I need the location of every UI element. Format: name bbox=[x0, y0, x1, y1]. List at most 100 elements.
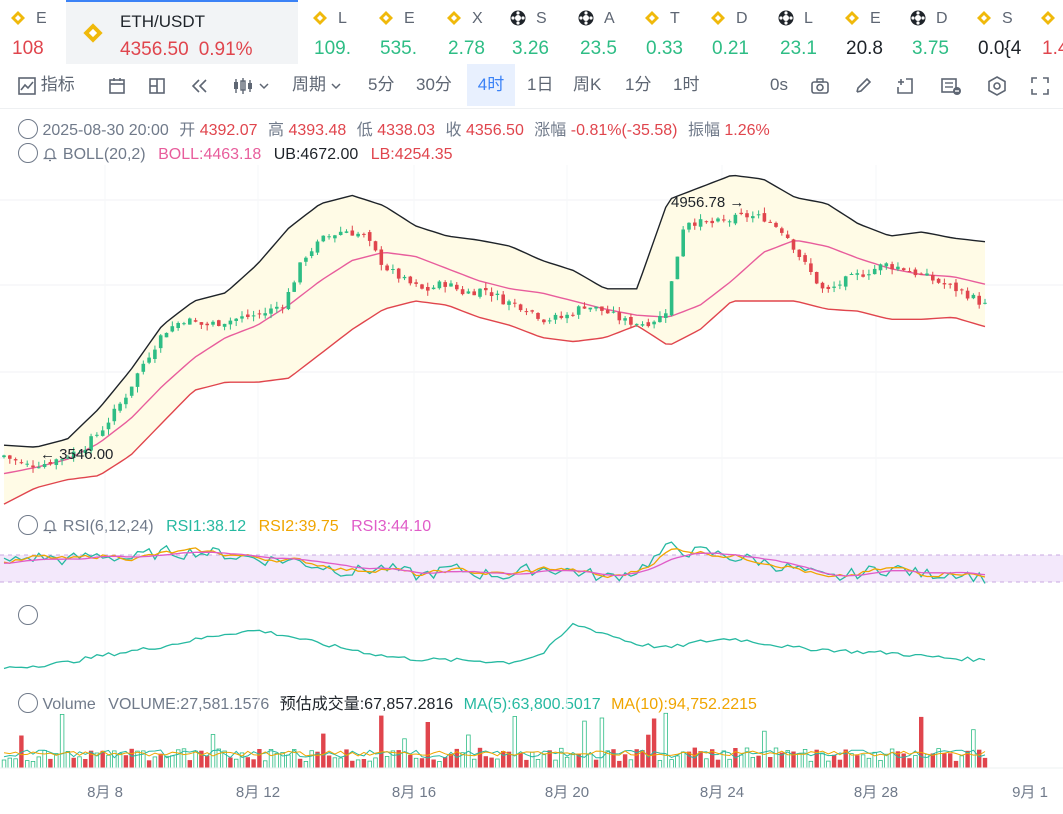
x-axis-tick-label: 9月 1 bbox=[1012, 784, 1048, 801]
candle-body bbox=[553, 314, 558, 320]
volume-bar bbox=[286, 754, 291, 769]
volume-bar bbox=[959, 755, 964, 769]
indicators-button[interactable]: 指标 bbox=[18, 64, 75, 106]
volume-bar bbox=[437, 761, 442, 769]
candle-body bbox=[222, 323, 227, 327]
volume-bar bbox=[663, 712, 668, 769]
candle-body bbox=[565, 314, 569, 319]
volume-bar bbox=[651, 718, 657, 769]
ticker-item[interactable]: D 0.21 bbox=[700, 0, 760, 64]
settings-icon[interactable] bbox=[987, 64, 1007, 106]
replay-icon[interactable] bbox=[190, 64, 210, 106]
add-window-icon[interactable] bbox=[896, 64, 914, 106]
active-ticker-tab[interactable]: ETH/USDT 4356.50 0.91% bbox=[66, 0, 298, 64]
candle-body bbox=[501, 294, 505, 305]
ticker-price: 3.26 bbox=[512, 38, 549, 59]
candle-body bbox=[176, 323, 180, 328]
fullscreen-icon[interactable] bbox=[1030, 64, 1050, 106]
indicator-expand-row bbox=[18, 605, 38, 626]
collapse-toggle-icon[interactable] bbox=[18, 143, 38, 163]
volume-bar bbox=[727, 758, 732, 769]
ticker-item[interactable]: T 0.33 bbox=[634, 0, 692, 64]
chart-type-dropdown[interactable] bbox=[232, 64, 269, 106]
candle-body bbox=[931, 275, 935, 281]
ticker-item[interactable]: E 535. bbox=[368, 0, 426, 64]
ticker-item[interactable]: L 23.1 bbox=[768, 0, 826, 64]
ticker-item[interactable]: X 2.78 bbox=[436, 0, 494, 64]
candle-body bbox=[449, 283, 453, 287]
ticker-item[interactable]: D 3.75 bbox=[900, 0, 960, 64]
bell-icon[interactable] bbox=[42, 518, 58, 534]
binance-icon bbox=[379, 11, 393, 25]
interval-1h[interactable]: 1时 bbox=[673, 75, 700, 94]
interval-1d[interactable]: 1日 bbox=[527, 75, 554, 94]
candle-body bbox=[600, 306, 604, 311]
candle-body bbox=[455, 284, 459, 290]
interval-5m[interactable]: 5分 bbox=[368, 75, 395, 94]
candle-body bbox=[571, 314, 575, 316]
candle-body bbox=[925, 273, 929, 276]
template-icon[interactable] bbox=[940, 64, 962, 106]
ticker-item[interactable]: S 3.26 bbox=[500, 0, 560, 64]
ticker-item[interactable]: E 20.8 bbox=[834, 0, 892, 64]
ticker-price: 109. bbox=[314, 38, 351, 59]
volume-bar bbox=[593, 759, 599, 769]
candle-body bbox=[275, 306, 279, 309]
volume-bar bbox=[477, 747, 483, 769]
candle-body bbox=[605, 310, 610, 314]
candle-body bbox=[292, 282, 296, 292]
volume-bar bbox=[820, 752, 825, 769]
bell-icon[interactable] bbox=[42, 146, 58, 162]
volume-bar bbox=[512, 716, 517, 769]
volume-bar bbox=[135, 750, 140, 769]
expand-toggle-icon[interactable] bbox=[18, 605, 38, 625]
camera-icon[interactable] bbox=[810, 64, 830, 106]
volume-bar bbox=[338, 757, 343, 769]
interval-1m[interactable]: 1分 bbox=[625, 75, 652, 94]
layout-icon[interactable] bbox=[148, 64, 166, 106]
volume-bar bbox=[326, 755, 332, 769]
ticker-item[interactable]: E 108 bbox=[0, 0, 58, 64]
candle-body bbox=[820, 282, 825, 289]
volume-bar bbox=[622, 754, 628, 769]
volume-bar bbox=[559, 747, 564, 769]
boll-mid-value: BOLL:4463.18 bbox=[158, 146, 262, 163]
candle-body bbox=[849, 274, 854, 275]
volume-bar bbox=[971, 729, 976, 769]
candle-body bbox=[257, 313, 262, 315]
volume-bar bbox=[309, 750, 314, 769]
interval-4h[interactable]: 4时 bbox=[467, 64, 515, 106]
ticker-item[interactable]: A 23.5 bbox=[568, 0, 626, 64]
collapse-toggle-icon[interactable] bbox=[18, 119, 38, 139]
volume-bar bbox=[750, 757, 755, 769]
close-label: 收 bbox=[445, 122, 462, 139]
candle-body bbox=[878, 264, 883, 271]
ticker-item[interactable]: S 0.0{4 bbox=[966, 0, 1024, 64]
ticker-item[interactable]: L 109. bbox=[302, 0, 360, 64]
candle-body bbox=[304, 257, 308, 262]
candle-body bbox=[234, 318, 238, 321]
period-dropdown[interactable]: 周期 bbox=[292, 64, 341, 106]
binance-icon bbox=[447, 11, 461, 25]
token-icon bbox=[510, 10, 526, 26]
interval-1w[interactable]: 周K bbox=[573, 75, 602, 94]
volume-bar bbox=[489, 757, 494, 769]
interval-30m[interactable]: 30分 bbox=[416, 75, 452, 94]
volume-bar bbox=[245, 757, 250, 769]
collapse-toggle-icon[interactable] bbox=[18, 693, 38, 713]
bollinger-band-fill bbox=[4, 175, 985, 505]
collapse-toggle-icon[interactable] bbox=[18, 515, 38, 535]
ticker-price: 0.21 bbox=[712, 38, 749, 59]
ticker-item[interactable]: 1.4 bbox=[1030, 0, 1063, 64]
candle-body bbox=[646, 322, 651, 327]
candle-body bbox=[48, 462, 53, 465]
calendar-icon[interactable] bbox=[108, 64, 126, 106]
rsi3-line bbox=[3, 551, 986, 577]
volume-estimate: 预估成交量:67,857.2816 bbox=[279, 696, 454, 713]
volume-bar bbox=[390, 750, 396, 769]
candle-body bbox=[901, 268, 906, 271]
candle-body bbox=[286, 292, 291, 310]
pen-icon[interactable] bbox=[854, 64, 872, 106]
candle-body bbox=[164, 332, 169, 338]
